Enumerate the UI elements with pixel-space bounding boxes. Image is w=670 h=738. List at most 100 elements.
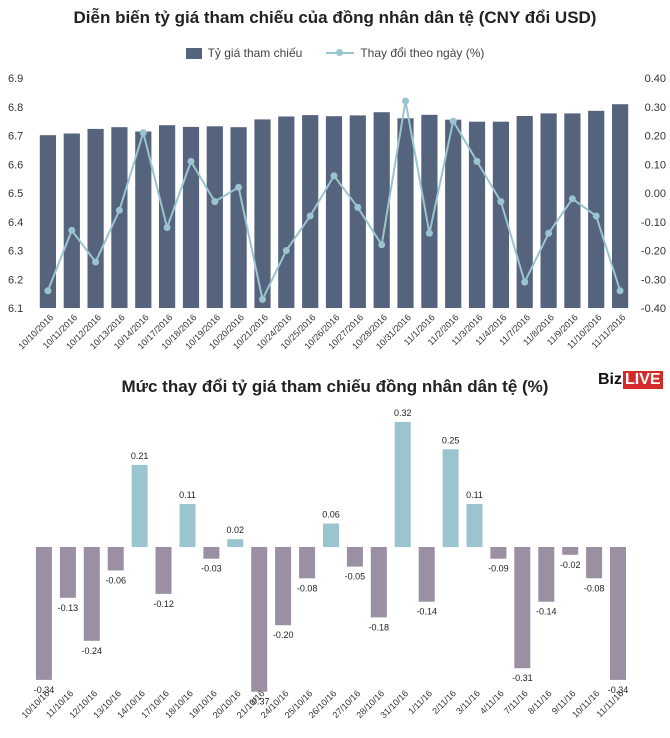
left-axis-tick-label: 6.3 [8,246,23,258]
bottom-x-tick-label: 2/11/16 [430,688,458,716]
daily-change-point [259,295,266,303]
daily-change-point [616,287,624,295]
daily-change-point [68,226,76,234]
bottom-x-tick-label: 4/11/16 [478,688,506,716]
change-value-label: -0.09 [488,564,509,574]
right-axis-tick-label: -0.40 [641,303,666,315]
line-swatch-icon [326,47,355,59]
reference-rate-bar [159,125,176,308]
legend-label-daily-change: Thay đổi theo ngày (%) [360,46,485,60]
change-value-label: 0.11 [466,490,483,500]
bottom-x-tick-label: 8/11/16 [526,688,554,716]
reference-rate-bar [516,116,533,308]
change-bar [275,547,292,626]
change-bar [35,547,52,680]
change-value-label: -0.03 [201,564,222,574]
reference-rate-bar [87,128,104,308]
change-value-label: -0.02 [560,560,581,570]
change-value-label: -0.14 [416,607,437,617]
change-bar [155,547,172,594]
left-axis-tick-label: 6.7 [8,131,23,143]
change-value-label: -0.14 [536,607,557,617]
change-value-label: -0.20 [273,630,294,640]
daily-change-point [592,212,600,220]
daily-change-point [473,157,481,165]
change-value-label: -0.12 [153,599,174,609]
change-bar [107,547,124,571]
change-bar [179,504,196,547]
daily-change-point [545,229,553,237]
change-bar [346,547,363,567]
change-bar [323,523,339,547]
daily-change-point [187,157,195,165]
change-value-label: -0.08 [584,583,605,593]
left-axis-tick-label: 6.6 [8,159,23,171]
daily-change-point [235,183,243,191]
change-value-label: 0.02 [227,525,245,535]
change-value-label: -0.24 [82,646,103,656]
change-bar [251,547,268,692]
daily-change-point [330,172,338,180]
change-bar [370,547,387,618]
change-bar [227,539,244,547]
right-axis-tick-label: -0.30 [641,274,666,286]
daily-change-point [568,195,576,203]
reference-rate-bar [540,113,557,309]
right-axis-tick-label: 0.40 [645,73,666,85]
top-chart-legend: Tỷ giá tham chiếu Thay đổi theo ngày (%) [0,46,670,60]
change-bar [442,449,459,548]
daily-change-point [282,247,290,254]
left-axis-tick-label: 6.4 [8,217,23,229]
left-axis-tick-label: 6.9 [8,73,23,85]
right-axis-tick-label: 0.00 [645,188,666,200]
daily-change-point [44,287,52,295]
left-axis-tick-label: 6.2 [8,274,23,286]
change-value-label: 0.32 [394,408,412,418]
left-axis-tick-label: 6.8 [8,102,23,114]
reference-rate-bar [325,116,343,308]
daily-change-point [449,117,457,125]
change-value-label: 0.25 [442,435,460,445]
daily-change-point [163,224,171,231]
change-bar [538,547,555,602]
bottom-chart-title: Mức thay đổi tỷ giá tham chiếu đồng nhân… [121,377,549,396]
logo-text-live: LIVE [623,371,663,389]
daily-change-point [521,278,529,286]
reference-rate-bar [63,133,80,308]
logo-text-biz: Biz [598,371,622,388]
reference-rate-bar [492,121,509,308]
daily-change-point [211,198,219,206]
legend-item-daily-change: Thay đổi theo ngày (%) [326,46,484,60]
reference-rate-bar [612,104,629,308]
right-axis-tick-label: -0.10 [641,217,666,229]
reference-rate-bar [254,119,271,309]
daily-change-point [402,97,409,105]
change-bar [562,547,579,555]
reference-rate-bar [397,118,414,308]
reference-rate-bar [564,113,581,309]
daily-change-point [378,241,386,249]
right-axis-tick-label: -0.20 [641,246,666,258]
change-bar [418,547,435,602]
change-bar [466,504,483,547]
change-value-label: -0.31 [512,673,533,683]
change-value-label: -0.18 [369,622,390,632]
left-axis-tick-label: 6.1 [8,303,23,315]
reference-rate-bar [39,135,56,308]
change-bar [131,464,148,547]
change-value-label: 0.21 [131,451,149,461]
change-value-label: -0.06 [105,576,126,586]
change-value-label: -0.13 [58,603,79,613]
change-value-label: 0.11 [179,490,196,500]
change-bar [610,547,626,680]
daily-change-point [497,198,505,206]
daily-change-point [115,206,123,214]
reference-rate-bar [135,131,152,308]
change-bar [394,421,411,547]
reference-rate-bar [421,114,438,308]
right-axis-tick-label: 0.30 [645,102,666,114]
right-axis-tick-label: 0.20 [645,131,666,143]
daily-change-point [92,258,100,266]
top-chart-title: Diễn biến tỷ giá tham chiếu của đồng nhâ… [73,8,597,27]
